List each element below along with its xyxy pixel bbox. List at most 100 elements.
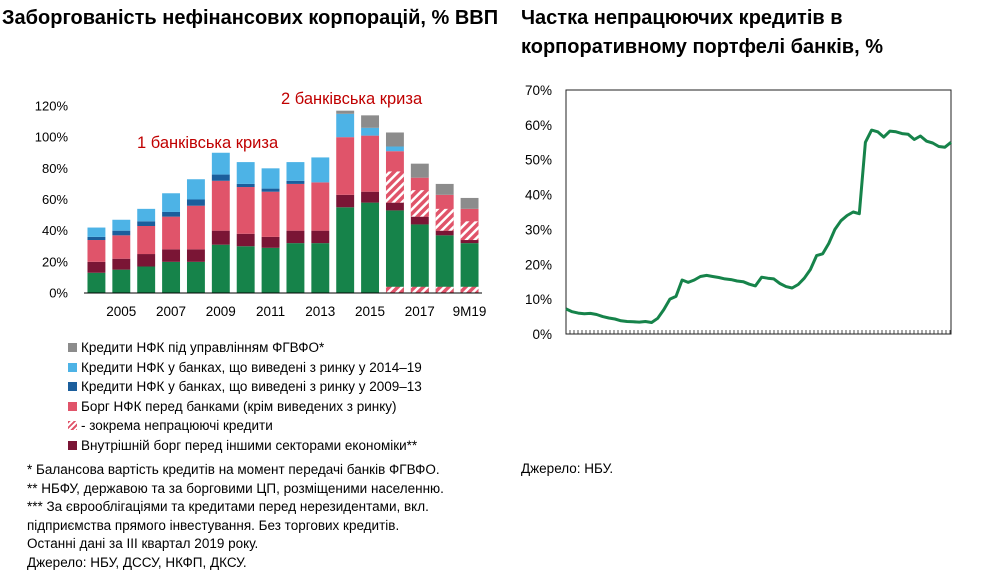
bar-segment bbox=[112, 230, 131, 236]
y-tick-label: 60% bbox=[42, 192, 68, 207]
bar-segment bbox=[236, 233, 255, 247]
left-chart-title: Заборгованість нефінансових корпорацій, … bbox=[2, 7, 499, 29]
bar-segment bbox=[311, 230, 330, 244]
bar-segment bbox=[261, 168, 280, 189]
bar-segment bbox=[236, 187, 255, 234]
bar-segment bbox=[460, 197, 479, 209]
bar-segment bbox=[87, 236, 106, 241]
x-tick-label: 2015 bbox=[355, 304, 385, 319]
bar-segment bbox=[137, 266, 156, 293]
legend-swatch bbox=[68, 440, 77, 450]
npl-hatch-segment bbox=[385, 286, 404, 293]
legend-label: Кредити НФК у банках, що виведені з ринк… bbox=[81, 359, 422, 375]
legend-label: Кредити НФК під управлінням ФГВФО* bbox=[81, 340, 325, 355]
bar-segment bbox=[410, 216, 429, 225]
bar-segment bbox=[186, 261, 205, 293]
bar-segment bbox=[112, 219, 131, 231]
bar-segment bbox=[385, 146, 404, 152]
bar-segment bbox=[286, 230, 305, 244]
npl-hatch-segment bbox=[410, 190, 429, 217]
y-tick-label: 40% bbox=[525, 188, 552, 203]
x-tick-label: 9М19 bbox=[453, 304, 487, 319]
bar-segment bbox=[112, 269, 131, 293]
x-tick-label: 2017 bbox=[405, 304, 435, 319]
bar-segment bbox=[137, 225, 156, 255]
y-tick-label: 60% bbox=[525, 118, 552, 133]
left-chart-notes: * Балансова вартість кредитів на момент … bbox=[27, 461, 444, 572]
y-tick-label: 20% bbox=[42, 254, 68, 269]
bar-segment bbox=[385, 210, 404, 293]
x-tick-label: 2011 bbox=[256, 304, 285, 319]
right-line-chart: 0% 10% 20% 30% 40% 50% 60% 70% bbox=[525, 83, 952, 340]
bar-segment bbox=[87, 240, 106, 262]
bar-segment bbox=[435, 235, 454, 293]
bar-segment bbox=[137, 208, 156, 222]
left-stacked-bar-chart: 0% 20% 40% 60% 80% 100% 120% 2005 2007 2009 2011 20… bbox=[35, 90, 487, 319]
bar-segment bbox=[361, 115, 380, 128]
bar-segment bbox=[236, 183, 255, 188]
y-tick-label: 30% bbox=[525, 222, 552, 237]
bar-segment bbox=[286, 243, 305, 293]
right-chart-title: Частка непрацюючих кредитів в корпоратив… bbox=[521, 7, 883, 58]
y-tick-label: 100% bbox=[35, 130, 69, 145]
y-tick-label: 0% bbox=[49, 286, 68, 301]
legend-item-banks-2009-13: Кредити НФК у банках, що виведені з ринк… bbox=[68, 377, 422, 397]
bar-segment bbox=[361, 135, 380, 192]
left-chart-legend: Кредити НФК під управлінням ФГВФО* Креди… bbox=[68, 338, 422, 455]
legend-swatch bbox=[68, 343, 77, 353]
npl-hatch-segment bbox=[385, 171, 404, 203]
legend-label: - зокрема непрацюючі кредити bbox=[81, 418, 273, 433]
bar-segment bbox=[261, 188, 280, 192]
note-line: підприємства прямого інвестування. Без т… bbox=[27, 517, 400, 533]
note-line: Джерело: НБУ, ДССУ, НКФП, ДКСУ. bbox=[27, 554, 247, 570]
bar-segment bbox=[361, 127, 380, 136]
x-tick-label: 2009 bbox=[206, 304, 236, 319]
legend-label: Борг НФК перед банками (крім виведених з… bbox=[81, 398, 397, 414]
legend-label: Кредити НФК у банках, що виведені з ринк… bbox=[81, 379, 422, 394]
y-tick-label: 40% bbox=[42, 223, 68, 238]
bar-segment bbox=[261, 247, 280, 293]
y-tick-label: 10% bbox=[525, 292, 552, 307]
bar-segment bbox=[410, 163, 429, 178]
note-line: ** НБФУ, державою та за борговими ЦП, ро… bbox=[27, 480, 444, 496]
bar-segment bbox=[286, 162, 305, 181]
bar-segment bbox=[186, 179, 205, 200]
bar-segment bbox=[162, 249, 181, 262]
bar-segment bbox=[460, 240, 479, 244]
bar-segment bbox=[186, 205, 205, 250]
bar-segment bbox=[435, 183, 454, 195]
bar-segment bbox=[286, 180, 305, 184]
bar-segment bbox=[236, 246, 255, 293]
npl-hatch-segment bbox=[460, 286, 479, 293]
legend-label: Внутрішній борг перед іншими секторами е… bbox=[81, 437, 418, 453]
bar-segment bbox=[385, 202, 404, 211]
bar-segment bbox=[211, 230, 230, 245]
bar-segment bbox=[385, 132, 404, 147]
bar-segment bbox=[112, 235, 131, 259]
bar-segment bbox=[162, 216, 181, 250]
y-tick-label: 80% bbox=[42, 161, 68, 176]
npl-hatch-segment bbox=[435, 286, 454, 293]
x-tick-label: 2007 bbox=[156, 304, 186, 319]
crisis-1-label: 1 банківська криза bbox=[137, 134, 279, 152]
bar-segment bbox=[311, 157, 330, 183]
bar-segment bbox=[435, 230, 454, 236]
y-tick-label: 20% bbox=[525, 257, 552, 272]
npl-hatch-segment bbox=[410, 286, 429, 293]
legend-swatch bbox=[68, 362, 77, 372]
legend-item-banks-2014-19: Кредити НФК у банках, що виведені з ринк… bbox=[68, 358, 422, 378]
legend-swatch bbox=[68, 382, 77, 392]
legend-item-other-debt: Внутрішній борг перед іншими секторами е… bbox=[68, 436, 422, 456]
bar-segment bbox=[112, 258, 131, 270]
bar-segment bbox=[162, 193, 181, 212]
bar-segment bbox=[336, 113, 355, 138]
npl-share-line bbox=[565, 128, 952, 324]
bar-segment bbox=[311, 243, 330, 293]
legend-item-fgvfo: Кредити НФК під управлінням ФГВФО* bbox=[68, 338, 422, 358]
bar-segment bbox=[87, 227, 106, 237]
legend-item-npl: - зокрема непрацюючі кредити bbox=[68, 416, 422, 436]
bar-segment bbox=[186, 199, 205, 206]
x-tick-label: 2005 bbox=[106, 304, 136, 319]
note-line: Останні дані за III квартал 2019 року. bbox=[27, 536, 259, 551]
bar-segment bbox=[186, 249, 205, 262]
